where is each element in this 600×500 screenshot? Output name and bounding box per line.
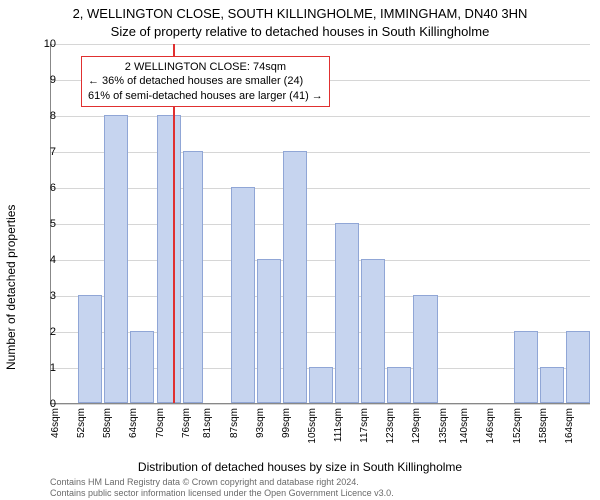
- x-tick-label: 140sqm: [459, 408, 470, 458]
- y-tick-label: 3: [16, 290, 56, 302]
- y-tick-label: 7: [16, 146, 56, 158]
- bar: [361, 259, 385, 403]
- x-tick-label: 164sqm: [564, 408, 575, 458]
- x-tick-label: 135sqm: [438, 408, 449, 458]
- footer-line1: Contains HM Land Registry data © Crown c…: [50, 477, 590, 487]
- y-tick-label: 2: [16, 326, 56, 338]
- bar: [566, 331, 590, 403]
- gridline: [51, 116, 590, 117]
- x-tick-label: 111sqm: [333, 408, 344, 458]
- x-tick-label: 123sqm: [385, 408, 396, 458]
- annotation-line: 2 WELLINGTON CLOSE: 74sqm: [88, 60, 323, 74]
- bar: [157, 115, 181, 403]
- x-tick-label: 117sqm: [359, 408, 370, 458]
- gridline: [51, 260, 590, 261]
- bar: [387, 367, 411, 403]
- y-tick-label: 8: [16, 110, 56, 122]
- y-tick-label: 10: [16, 38, 56, 50]
- gridline: [51, 404, 590, 405]
- x-tick-label: 87sqm: [229, 408, 240, 458]
- bar: [413, 295, 437, 403]
- x-tick-label: 81sqm: [202, 408, 213, 458]
- gridline: [51, 152, 590, 153]
- chart-title-subtitle: Size of property relative to detached ho…: [0, 24, 600, 39]
- bar: [335, 223, 359, 403]
- chart-container: 2, WELLINGTON CLOSE, SOUTH KILLINGHOLME,…: [0, 0, 600, 500]
- x-tick-label: 99sqm: [281, 408, 292, 458]
- x-tick-label: 93sqm: [255, 408, 266, 458]
- bar: [257, 259, 281, 403]
- x-tick-label: 76sqm: [181, 408, 192, 458]
- footer-line2: Contains public sector information licen…: [50, 488, 590, 498]
- x-tick-label: 152sqm: [512, 408, 523, 458]
- gridline: [51, 44, 590, 45]
- bar: [183, 151, 203, 403]
- plot-area: 2 WELLINGTON CLOSE: 74sqm← 36% of detach…: [50, 44, 590, 404]
- gridline: [51, 224, 590, 225]
- bar: [231, 187, 255, 403]
- x-tick-label: 158sqm: [538, 408, 549, 458]
- gridline: [51, 296, 590, 297]
- x-tick-label: 46sqm: [50, 408, 61, 458]
- bar: [514, 331, 538, 403]
- annotation-box: 2 WELLINGTON CLOSE: 74sqm← 36% of detach…: [81, 56, 330, 107]
- x-tick-label: 64sqm: [128, 408, 139, 458]
- gridline: [51, 188, 590, 189]
- bar: [309, 367, 333, 403]
- x-tick-label: 70sqm: [155, 408, 166, 458]
- x-axis-label: Distribution of detached houses by size …: [0, 460, 600, 474]
- annotation-line: ← 36% of detached houses are smaller (24…: [88, 74, 323, 88]
- x-tick-label: 129sqm: [411, 408, 422, 458]
- y-tick-label: 6: [16, 182, 56, 194]
- y-tick-label: 1: [16, 362, 56, 374]
- chart-title-address: 2, WELLINGTON CLOSE, SOUTH KILLINGHOLME,…: [0, 6, 600, 21]
- x-tick-label: 52sqm: [76, 408, 87, 458]
- x-tick-label: 146sqm: [485, 408, 496, 458]
- bar: [540, 367, 564, 403]
- annotation-line: 61% of semi-detached houses are larger (…: [88, 89, 323, 103]
- bar: [130, 331, 154, 403]
- y-tick-label: 4: [16, 254, 56, 266]
- bar: [104, 115, 128, 403]
- y-tick-label: 5: [16, 218, 56, 230]
- footer-attribution: Contains HM Land Registry data © Crown c…: [50, 477, 590, 498]
- bar: [283, 151, 307, 403]
- bar: [78, 295, 102, 403]
- x-tick-label: 105sqm: [307, 408, 318, 458]
- y-tick-label: 9: [16, 74, 56, 86]
- x-tick-label: 58sqm: [102, 408, 113, 458]
